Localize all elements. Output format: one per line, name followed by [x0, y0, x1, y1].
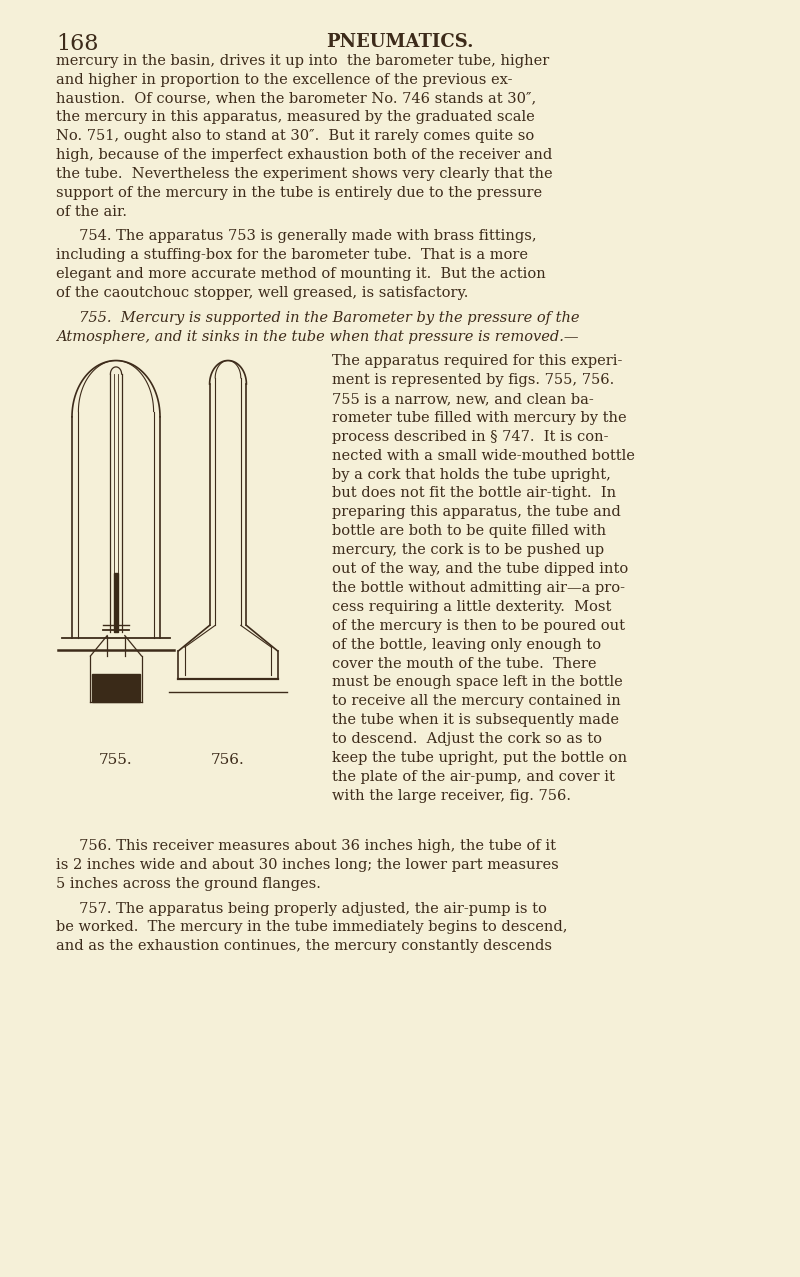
Text: the mercury in this apparatus, measured by the graduated scale: the mercury in this apparatus, measured …: [56, 110, 534, 124]
Text: is 2 inches wide and about 30 inches long; the lower part measures: is 2 inches wide and about 30 inches lon…: [56, 858, 558, 872]
Text: support of the mercury in the tube is entirely due to the pressure: support of the mercury in the tube is en…: [56, 186, 542, 200]
Text: of the mercury is then to be poured out: of the mercury is then to be poured out: [332, 619, 625, 632]
Text: 168: 168: [56, 33, 98, 55]
Text: cover the mouth of the tube.  There: cover the mouth of the tube. There: [332, 656, 597, 670]
Text: 755.  Mercury is supported in the Barometer by the pressure of the: 755. Mercury is supported in the Baromet…: [56, 310, 579, 324]
Text: elegant and more accurate method of mounting it.  But the action: elegant and more accurate method of moun…: [56, 267, 546, 281]
Text: nected with a small wide-mouthed bottle: nected with a small wide-mouthed bottle: [332, 448, 635, 462]
Text: Atmosphere, and it sinks in the tube when that pressure is removed.—: Atmosphere, and it sinks in the tube whe…: [56, 329, 578, 344]
Text: the tube when it is subsequently made: the tube when it is subsequently made: [332, 714, 619, 727]
Text: of the air.: of the air.: [56, 204, 127, 218]
Text: 5 inches across the ground flanges.: 5 inches across the ground flanges.: [56, 877, 321, 891]
Text: 757. The apparatus being properly adjusted, the air-pump is to: 757. The apparatus being properly adjust…: [56, 902, 547, 916]
Text: to descend.  Adjust the cork so as to: to descend. Adjust the cork so as to: [332, 732, 602, 746]
Text: must be enough space left in the bottle: must be enough space left in the bottle: [332, 676, 622, 690]
Text: the bottle without admitting air—a pro-: the bottle without admitting air—a pro-: [332, 581, 625, 595]
Bar: [114, 573, 118, 632]
Text: preparing this apparatus, the tube and: preparing this apparatus, the tube and: [332, 506, 621, 520]
Text: cess requiring a little dexterity.  Most: cess requiring a little dexterity. Most: [332, 600, 611, 614]
Text: 756. This receiver measures about 36 inches high, the tube of it: 756. This receiver measures about 36 inc…: [56, 839, 556, 853]
Text: of the caoutchouc stopper, well greased, is satisfactory.: of the caoutchouc stopper, well greased,…: [56, 286, 468, 300]
Text: to receive all the mercury contained in: to receive all the mercury contained in: [332, 695, 621, 709]
Text: with the large receiver, fig. 756.: with the large receiver, fig. 756.: [332, 789, 571, 803]
Text: bottle are both to be quite filled with: bottle are both to be quite filled with: [332, 525, 606, 538]
Text: out of the way, and the tube dipped into: out of the way, and the tube dipped into: [332, 562, 628, 576]
Text: but does not fit the bottle air-tight.  In: but does not fit the bottle air-tight. I…: [332, 487, 616, 501]
Text: by a cork that holds the tube upright,: by a cork that holds the tube upright,: [332, 467, 611, 481]
Text: No. 751, ought also to stand at 30″.  But it rarely comes quite so: No. 751, ought also to stand at 30″. But…: [56, 129, 534, 143]
Text: 755 is a narrow, new, and clean ba-: 755 is a narrow, new, and clean ba-: [332, 392, 594, 406]
Text: 754. The apparatus 753 is generally made with brass fittings,: 754. The apparatus 753 is generally made…: [56, 230, 537, 244]
Text: of the bottle, leaving only enough to: of the bottle, leaving only enough to: [332, 637, 601, 651]
Text: high, because of the imperfect exhaustion both of the receiver and: high, because of the imperfect exhaustio…: [56, 148, 552, 162]
Text: mercury, the cork is to be pushed up: mercury, the cork is to be pushed up: [332, 543, 604, 557]
Text: including a stuffing-box for the barometer tube.  That is a more: including a stuffing-box for the baromet…: [56, 248, 528, 262]
Text: the tube.  Nevertheless the experiment shows very clearly that the: the tube. Nevertheless the experiment sh…: [56, 167, 553, 181]
Bar: [92, 674, 140, 702]
Text: mercury in the basin, drives it up into  the barometer tube, higher: mercury in the basin, drives it up into …: [56, 54, 550, 68]
Text: PNEUMATICS.: PNEUMATICS.: [326, 33, 474, 51]
Text: and as the exhaustion continues, the mercury constantly descends: and as the exhaustion continues, the mer…: [56, 940, 552, 954]
Text: process described in § 747.  It is con-: process described in § 747. It is con-: [332, 430, 609, 443]
Text: and higher in proportion to the excellence of the previous ex-: and higher in proportion to the excellen…: [56, 73, 513, 87]
Text: haustion.  Of course, when the barometer No. 746 stands at 30″,: haustion. Of course, when the barometer …: [56, 92, 536, 106]
Text: rometer tube filled with mercury by the: rometer tube filled with mercury by the: [332, 411, 626, 425]
Text: keep the tube upright, put the bottle on: keep the tube upright, put the bottle on: [332, 751, 627, 765]
Text: be worked.  The mercury in the tube immediately begins to descend,: be worked. The mercury in the tube immed…: [56, 921, 567, 935]
Text: The apparatus required for this experi-: The apparatus required for this experi-: [332, 354, 622, 368]
Text: ment is represented by figs. 755, 756.: ment is represented by figs. 755, 756.: [332, 373, 614, 387]
Text: 756.: 756.: [211, 753, 245, 767]
Text: the plate of the air-pump, and cover it: the plate of the air-pump, and cover it: [332, 770, 615, 784]
Text: 755.: 755.: [99, 753, 133, 767]
